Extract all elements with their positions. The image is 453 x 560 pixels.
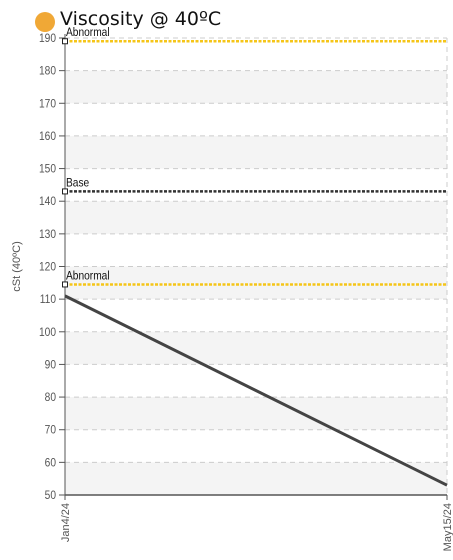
- y-tick-label: 170: [39, 98, 56, 111]
- grid-band: [65, 266, 447, 300]
- y-tick-label: 110: [40, 293, 56, 306]
- y-tick-label: 180: [39, 65, 56, 78]
- y-tick-label: 150: [39, 163, 56, 176]
- grid-band: [65, 70, 447, 104]
- chart-title: Viscosity @ 40ºC: [60, 8, 222, 30]
- y-tick-label: 100: [39, 326, 56, 339]
- y-tick-label: 130: [39, 228, 56, 241]
- y-tick-label: 120: [39, 261, 56, 274]
- y-tick-label: 60: [45, 457, 56, 470]
- reference-line-marker: [62, 188, 68, 195]
- y-tick-label: 190: [39, 32, 56, 45]
- grid-band: [65, 462, 447, 495]
- reference-line-label: Abnormal: [66, 27, 110, 40]
- y-tick-label: 90: [45, 359, 56, 372]
- y-tick-label: 140: [39, 196, 56, 209]
- y-axis-label: cSt (40ºC): [11, 241, 23, 291]
- x-tick-label: May15/24: [442, 503, 453, 551]
- grid-band: [65, 201, 447, 234]
- grid-band: [65, 397, 447, 430]
- series-line: [64, 294, 448, 487]
- chart-title-group: Viscosity @ 40ºC: [35, 6, 221, 32]
- grid-band: [65, 135, 447, 169]
- y-tick-label: 50: [45, 489, 56, 502]
- y-tick-label: 80: [45, 391, 56, 404]
- reference-line-marker: [62, 281, 68, 288]
- title-dot-icon: [35, 12, 55, 32]
- reference-line-label: Base: [66, 177, 89, 190]
- y-tick-label: 160: [39, 130, 56, 143]
- x-tick-label: Jan4/24: [60, 503, 72, 542]
- reference-line-label: Abnormal: [66, 270, 110, 283]
- grid-band: [65, 331, 447, 365]
- reference-line-marker: [62, 38, 68, 45]
- y-tick-label: 70: [45, 424, 56, 437]
